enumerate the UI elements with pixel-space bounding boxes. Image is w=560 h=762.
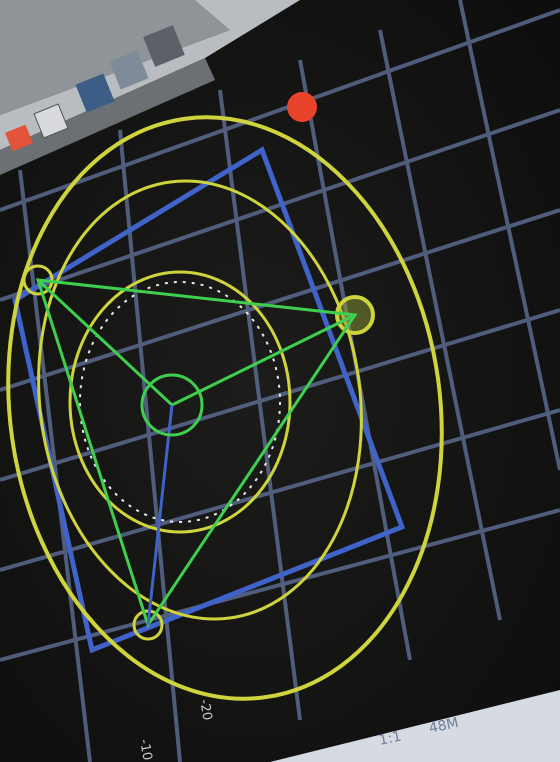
outer-circle (6, 115, 444, 701)
node-ring (22, 264, 54, 296)
triangle (35, 278, 358, 629)
red-marker (287, 92, 317, 122)
toolbar-body (0, 0, 300, 150)
grid-line (378, 29, 502, 621)
toolbar-edge (0, 58, 215, 175)
yellow-circles (6, 115, 444, 701)
grid-line (218, 89, 302, 721)
node-ring (132, 609, 164, 641)
vertical-labels: -10 -20 (136, 698, 214, 762)
grid-line (0, 508, 560, 662)
inner-circle (68, 270, 292, 534)
title-bar (0, 0, 300, 115)
grid-line (118, 129, 182, 762)
grid-line (0, 208, 560, 392)
green-figure (35, 278, 358, 629)
blue-rectangle (12, 146, 406, 654)
tool-icon (5, 124, 33, 152)
middle-circle (37, 179, 363, 621)
status-text: 48M (428, 715, 461, 737)
tool-icon (75, 73, 115, 113)
axis-label: -20 (196, 698, 214, 722)
axis-label: -10 (136, 738, 154, 762)
status-bar: 1:1 48M (270, 690, 560, 762)
toolbar (0, 0, 300, 175)
tool-icon (33, 103, 69, 139)
dotted-circle (79, 281, 281, 523)
tool-icon (109, 50, 149, 90)
spoke (171, 313, 356, 407)
status-text: 1:1 (378, 729, 403, 749)
grid-line (0, 408, 560, 572)
grid-line (0, 8, 560, 212)
tool-icon (143, 25, 185, 67)
grid-line (458, 0, 560, 471)
status-bar-bg (270, 690, 560, 762)
center-circle (140, 373, 204, 437)
spoke (146, 404, 174, 626)
